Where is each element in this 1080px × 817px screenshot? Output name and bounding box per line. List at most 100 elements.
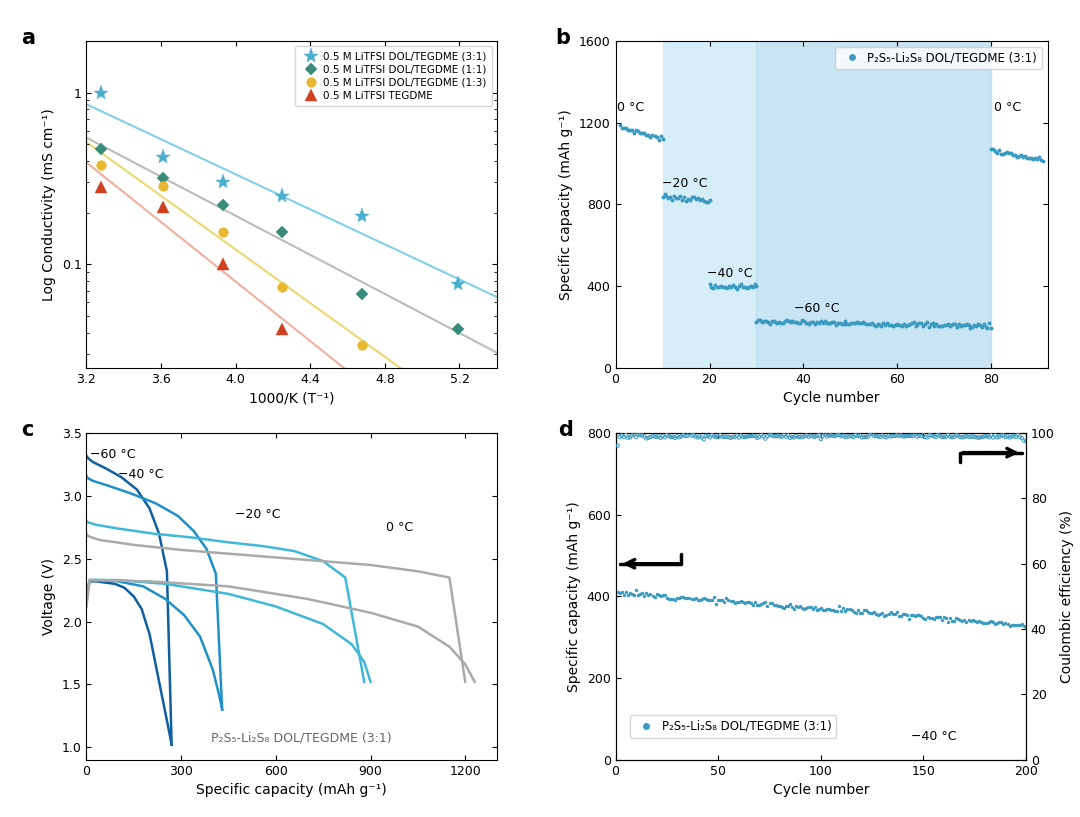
Point <box>726 596 743 609</box>
Text: −40 °C: −40 °C <box>912 730 957 743</box>
Point <box>713 280 730 293</box>
Point <box>703 428 720 441</box>
Point <box>796 430 813 443</box>
Point <box>882 319 900 332</box>
Point <box>672 190 689 203</box>
Point <box>625 127 643 140</box>
Point <box>644 129 661 142</box>
Point <box>826 605 843 618</box>
Point <box>742 596 759 609</box>
Point <box>701 431 718 444</box>
Point <box>1023 151 1040 164</box>
Text: c: c <box>21 420 33 440</box>
Point <box>841 603 859 616</box>
Point <box>740 281 757 294</box>
Point <box>1007 618 1024 632</box>
Point <box>730 280 747 293</box>
Point <box>812 315 829 328</box>
Point <box>739 596 756 609</box>
Point <box>808 430 825 443</box>
Point <box>976 430 994 443</box>
Point <box>1017 620 1035 633</box>
Point <box>698 429 715 442</box>
Point <box>812 432 829 445</box>
Point <box>652 589 670 602</box>
Point <box>935 610 953 623</box>
Point <box>823 429 840 442</box>
Point <box>662 190 679 203</box>
Point <box>875 317 892 330</box>
Point <box>775 601 793 614</box>
Point <box>892 429 909 442</box>
Point <box>611 431 629 444</box>
Point <box>644 429 661 442</box>
Point <box>862 606 879 619</box>
Point <box>919 610 936 623</box>
Point <box>937 431 955 444</box>
Point <box>721 595 739 608</box>
Point <box>958 317 975 330</box>
Point <box>886 318 903 331</box>
Point <box>960 614 977 627</box>
Point <box>660 192 677 205</box>
Point <box>675 429 692 442</box>
Point <box>853 431 870 444</box>
Point <box>885 319 902 333</box>
Point <box>708 280 726 293</box>
Point <box>637 432 654 445</box>
Point <box>845 431 862 444</box>
Point <box>800 431 818 444</box>
Point <box>703 280 720 293</box>
Point <box>950 318 968 331</box>
Point <box>685 190 702 203</box>
Point <box>928 318 945 331</box>
Point <box>858 318 875 331</box>
Point <box>941 319 958 333</box>
Point <box>769 429 786 442</box>
Point <box>842 604 860 617</box>
Point <box>842 316 860 329</box>
Point <box>1028 153 1045 166</box>
Point <box>905 430 922 443</box>
Point <box>617 586 634 599</box>
Point <box>673 430 690 443</box>
Text: −40 °C: −40 °C <box>707 267 753 279</box>
Point <box>619 588 636 601</box>
Point <box>900 318 917 331</box>
Point <box>865 430 882 443</box>
Point <box>652 431 670 444</box>
Point <box>784 315 801 328</box>
Point <box>997 431 1014 444</box>
Point <box>666 593 684 606</box>
Point <box>944 615 961 628</box>
Point <box>638 128 656 141</box>
Point <box>642 431 659 444</box>
Point <box>671 431 688 444</box>
Point <box>943 319 960 332</box>
Point <box>662 431 679 444</box>
Point <box>990 615 1008 628</box>
Point <box>804 602 821 615</box>
Point <box>712 429 729 442</box>
Text: P₂S₅-Li₂S₈ DOL/TEGDME (3:1): P₂S₅-Li₂S₈ DOL/TEGDME (3:1) <box>211 732 391 745</box>
Point <box>863 317 880 330</box>
Point <box>910 316 928 329</box>
Point <box>862 428 879 441</box>
Point <box>923 611 941 624</box>
Point <box>947 429 964 442</box>
Point <box>867 430 885 443</box>
Point <box>807 318 824 331</box>
Point <box>862 318 879 331</box>
Point <box>800 600 818 613</box>
Point <box>882 430 900 443</box>
Point <box>997 616 1014 629</box>
Point <box>1011 431 1028 444</box>
Point <box>921 429 939 442</box>
Point <box>797 316 814 329</box>
Point <box>962 431 980 444</box>
Point <box>935 431 953 444</box>
Point <box>757 315 774 328</box>
Point <box>737 596 754 609</box>
Point <box>801 600 819 614</box>
Point <box>927 431 944 444</box>
